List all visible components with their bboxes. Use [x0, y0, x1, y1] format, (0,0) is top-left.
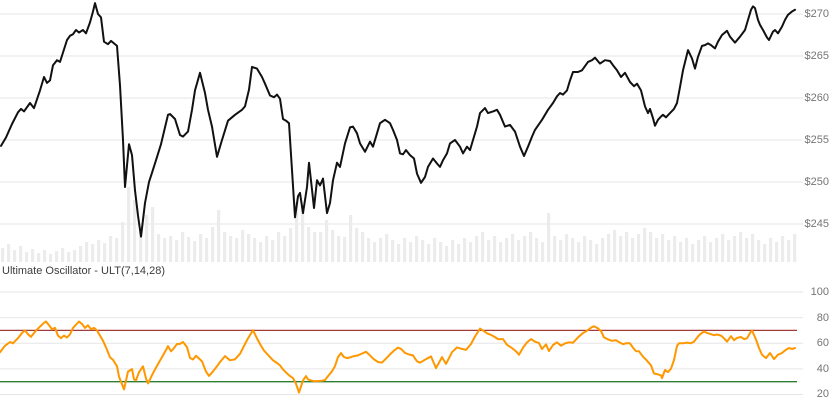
price-line: [0, 2, 796, 238]
volume-bars: [1, 187, 797, 262]
osc-axis-tick-40: 40: [816, 363, 829, 375]
price-axis-tick-255: $255: [804, 134, 829, 146]
price-axis-tick-265: $265: [804, 50, 829, 62]
price-axis-tick-260: $260: [804, 92, 829, 104]
price-axis-tick-270: $270: [804, 8, 829, 20]
oscillator-line: [0, 320, 796, 394]
price-axis-tick-250: $250: [804, 176, 829, 188]
oscillator-gridlines: [0, 291, 803, 395]
oscillator-panel-label: Ultimate Oscillator - ULT(7,14,28): [2, 265, 166, 277]
price-gridlines: [0, 13, 803, 225]
osc-axis-tick-80: 80: [816, 312, 829, 324]
osc-axis-tick-60: 60: [816, 337, 829, 349]
price-axis-tick-245: $245: [804, 218, 829, 230]
osc-axis-tick-20: 20: [816, 388, 829, 400]
osc-axis-tick-100: 100: [810, 286, 829, 298]
